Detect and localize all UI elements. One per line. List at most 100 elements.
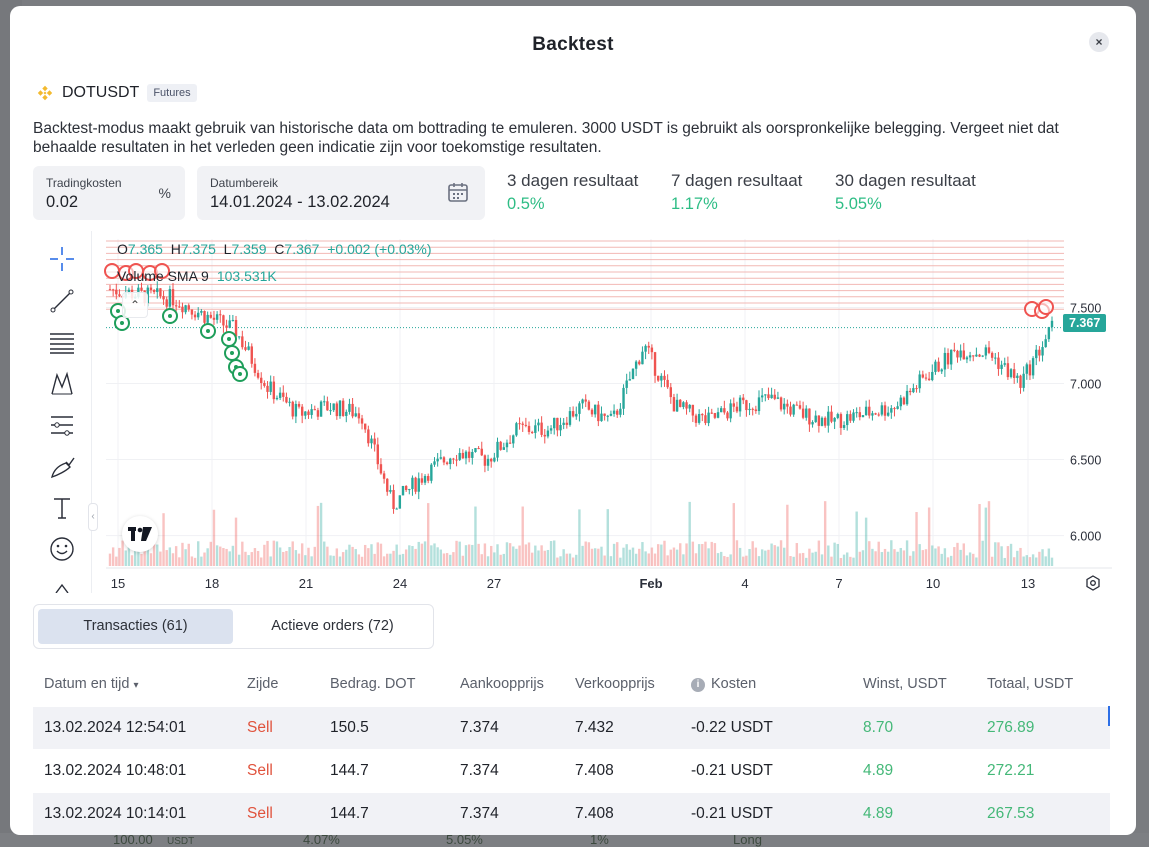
candle-body (455, 459, 458, 461)
candle-body (272, 381, 276, 400)
volume-bar (244, 551, 247, 566)
date-range-label: Datumbereik (210, 176, 279, 190)
trend-line-tool[interactable] (46, 285, 78, 317)
candle-body (458, 452, 461, 460)
candle-body (156, 288, 159, 293)
volume-bar (458, 541, 461, 566)
volume-bar (193, 557, 197, 566)
prediction-tool[interactable] (46, 409, 78, 441)
volume-bar (285, 550, 288, 566)
volume-bar (732, 503, 735, 566)
volume-bar (861, 550, 865, 566)
calendar-icon[interactable] (447, 181, 469, 203)
cell-fees: -0.21 USDT (691, 805, 773, 822)
volume-bar (294, 550, 298, 566)
volume-bar (773, 545, 776, 566)
header-datetime[interactable]: Datum en tijd ▾ (44, 676, 139, 692)
transactions-tabs: Transacties (61) Actieve orders (72) (33, 604, 434, 649)
candle-body (250, 346, 253, 364)
horizontal-lines-tool[interactable] (46, 326, 78, 358)
volume-bar (842, 554, 846, 566)
collapse-legend-button[interactable]: ⌃ (122, 292, 148, 318)
candle-body (341, 400, 345, 416)
pattern-tool[interactable] (46, 368, 78, 400)
ruler-tool[interactable] (46, 577, 78, 593)
candle-body (140, 287, 143, 291)
volume-bar (275, 541, 279, 566)
info-icon[interactable]: i (691, 678, 705, 692)
candle-body (817, 415, 821, 426)
emoji-tool[interactable] (46, 533, 78, 565)
candle-body (256, 372, 260, 378)
volume-bar (260, 557, 263, 566)
volume-bar (502, 553, 506, 566)
candle-body (978, 354, 981, 357)
volume-label: Volume SMA 9 (117, 268, 209, 284)
candle-body (754, 409, 758, 412)
candle-body (370, 438, 373, 444)
volume-bar (496, 544, 499, 566)
candle-body (886, 412, 890, 416)
candle-body (304, 411, 307, 416)
candle-body (764, 394, 767, 396)
volume-bar (360, 556, 364, 566)
tab-transactions[interactable]: Transacties (61) (38, 609, 233, 644)
volume-bar (918, 544, 921, 566)
volume-bar (587, 542, 591, 566)
chart-canvas[interactable]: 7.500 7.000 6.500 6.000 15 18 21 24 27 Feb 4 7 10 13 (36, 231, 1112, 593)
volume-bar (663, 540, 666, 566)
cell-sell-price: 7.432 (575, 719, 614, 736)
volume-bar (653, 553, 657, 566)
volume-bar (515, 548, 518, 566)
x-tick-label: 18 (205, 576, 219, 591)
table-row[interactable]: 13.02.2024 12:54:01 Sell 150.5 7.374 7.4… (33, 707, 1110, 749)
candle-body (335, 403, 339, 417)
volume-bar (108, 553, 112, 566)
tab-active-orders[interactable]: Actieve orders (72) (271, 618, 394, 634)
candle-body (316, 410, 320, 417)
crosshair-tool[interactable] (46, 243, 78, 275)
volume-bar (786, 504, 789, 566)
table-scrollbar[interactable] (1108, 706, 1110, 726)
volume-bar (713, 543, 717, 566)
volume-bar (949, 555, 953, 566)
brush-tool[interactable] (46, 451, 78, 483)
candle-body (899, 397, 902, 407)
candle-body (839, 414, 843, 428)
background-right-panel (1135, 60, 1149, 760)
volume-bar (924, 549, 928, 566)
candle-body (956, 350, 959, 358)
chart-settings-icon[interactable] (1086, 575, 1100, 591)
close-button[interactable]: × (1089, 32, 1109, 52)
toolbar-collapse-handle[interactable]: ‹ (88, 503, 98, 531)
candle-body (628, 379, 632, 381)
background-value: 5.05% (446, 832, 483, 847)
header-sell-price: Verkoopprijs (575, 676, 655, 692)
candle-body (653, 352, 657, 376)
date-range-field[interactable]: Datumbereik 14.01.2024 - 13.02.2024 (197, 166, 485, 220)
volume-bar (937, 546, 940, 566)
price-chart[interactable]: 7.500 7.000 6.500 6.000 15 18 21 24 27 Feb 4 7 10 13 (36, 231, 1112, 593)
table-row[interactable]: 13.02.2024 10:48:01 Sell 144.7 7.374 7.4… (33, 750, 1110, 792)
tradingview-logo[interactable] (122, 516, 158, 552)
candle-body (864, 406, 868, 416)
candle-body (858, 412, 862, 418)
trading-fee-field[interactable]: Tradingkosten 0.02 % (33, 166, 185, 220)
candle-body (174, 305, 178, 307)
candle-body (984, 347, 988, 356)
volume-bar (395, 544, 398, 566)
text-tool[interactable] (46, 492, 78, 524)
candle-body (827, 411, 830, 426)
candle-body (644, 345, 647, 352)
volume-bar (814, 551, 817, 566)
percent-suffix: % (158, 185, 171, 201)
volume-bar (272, 540, 276, 566)
table-row[interactable]: 13.02.2024 10:14:01 Sell 144.7 7.374 7.4… (33, 793, 1110, 835)
volume-bar (411, 546, 414, 566)
candle-body (927, 378, 931, 381)
candle-body (943, 352, 947, 370)
volume-bar (222, 548, 225, 566)
volume-bar (669, 549, 672, 566)
candle-body (704, 415, 707, 424)
result-label: 7 dagen resultaat (671, 171, 803, 190)
